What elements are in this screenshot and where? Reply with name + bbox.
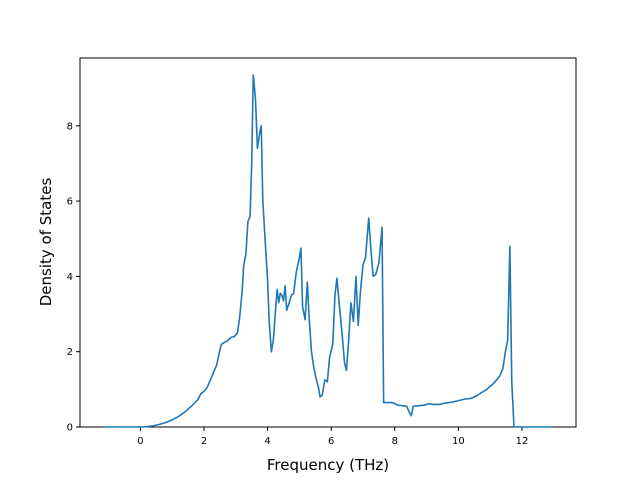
x-tick-label: 10	[452, 436, 465, 447]
x-tick-label: 2	[201, 436, 207, 447]
y-axis-label: Density of States	[37, 178, 55, 307]
x-axis-ticks: 0 2 4 6 8 10 12	[137, 427, 528, 447]
x-tick-label: 0	[137, 436, 143, 447]
x-tick-label: 8	[392, 436, 398, 447]
y-tick-label: 0	[67, 423, 73, 434]
y-tick-label: 8	[67, 121, 73, 132]
x-axis-label: Frequency (THz)	[267, 456, 389, 474]
x-tick-label: 12	[516, 436, 529, 447]
y-tick-label: 6	[67, 197, 73, 208]
plot-frame	[79, 57, 577, 428]
dos-series-line	[102, 74, 554, 428]
x-tick-label: 4	[264, 436, 270, 447]
y-tick-label: 2	[67, 347, 73, 358]
y-tick-label: 4	[67, 272, 73, 283]
x-tick-label: 6	[328, 436, 334, 447]
y-axis-ticks: 0 2 4 6 8	[67, 121, 80, 434]
